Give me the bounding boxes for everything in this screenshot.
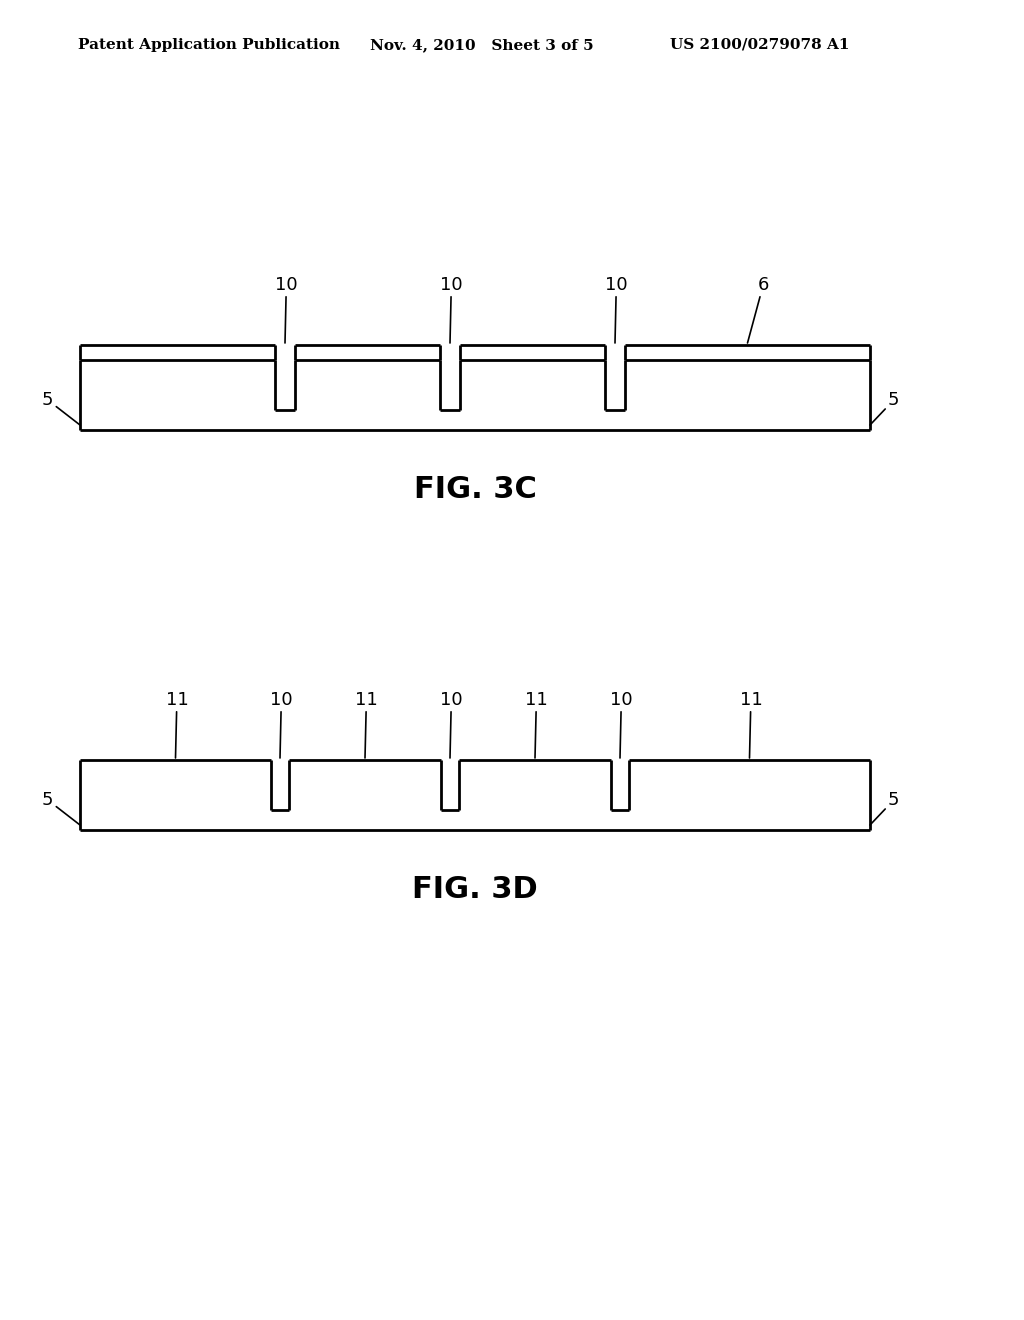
Text: 5: 5 bbox=[870, 791, 899, 825]
Text: 10: 10 bbox=[440, 690, 463, 758]
Text: Patent Application Publication: Patent Application Publication bbox=[78, 38, 340, 51]
Text: 6: 6 bbox=[748, 276, 769, 343]
Text: 11: 11 bbox=[525, 690, 548, 758]
Text: FIG. 3C: FIG. 3C bbox=[414, 475, 537, 504]
Text: 11: 11 bbox=[355, 690, 378, 758]
Text: FIG. 3D: FIG. 3D bbox=[412, 875, 538, 904]
Text: 10: 10 bbox=[605, 276, 628, 343]
Text: 10: 10 bbox=[275, 276, 298, 343]
Text: US 2100/0279078 A1: US 2100/0279078 A1 bbox=[670, 38, 850, 51]
Text: 10: 10 bbox=[440, 276, 463, 343]
Text: Nov. 4, 2010   Sheet 3 of 5: Nov. 4, 2010 Sheet 3 of 5 bbox=[370, 38, 594, 51]
Text: 5: 5 bbox=[42, 791, 80, 825]
Text: 5: 5 bbox=[42, 391, 80, 425]
Text: 10: 10 bbox=[270, 690, 293, 758]
Text: 11: 11 bbox=[166, 690, 188, 758]
Text: 5: 5 bbox=[870, 391, 899, 425]
Text: 10: 10 bbox=[610, 690, 633, 758]
Text: 11: 11 bbox=[739, 690, 762, 758]
